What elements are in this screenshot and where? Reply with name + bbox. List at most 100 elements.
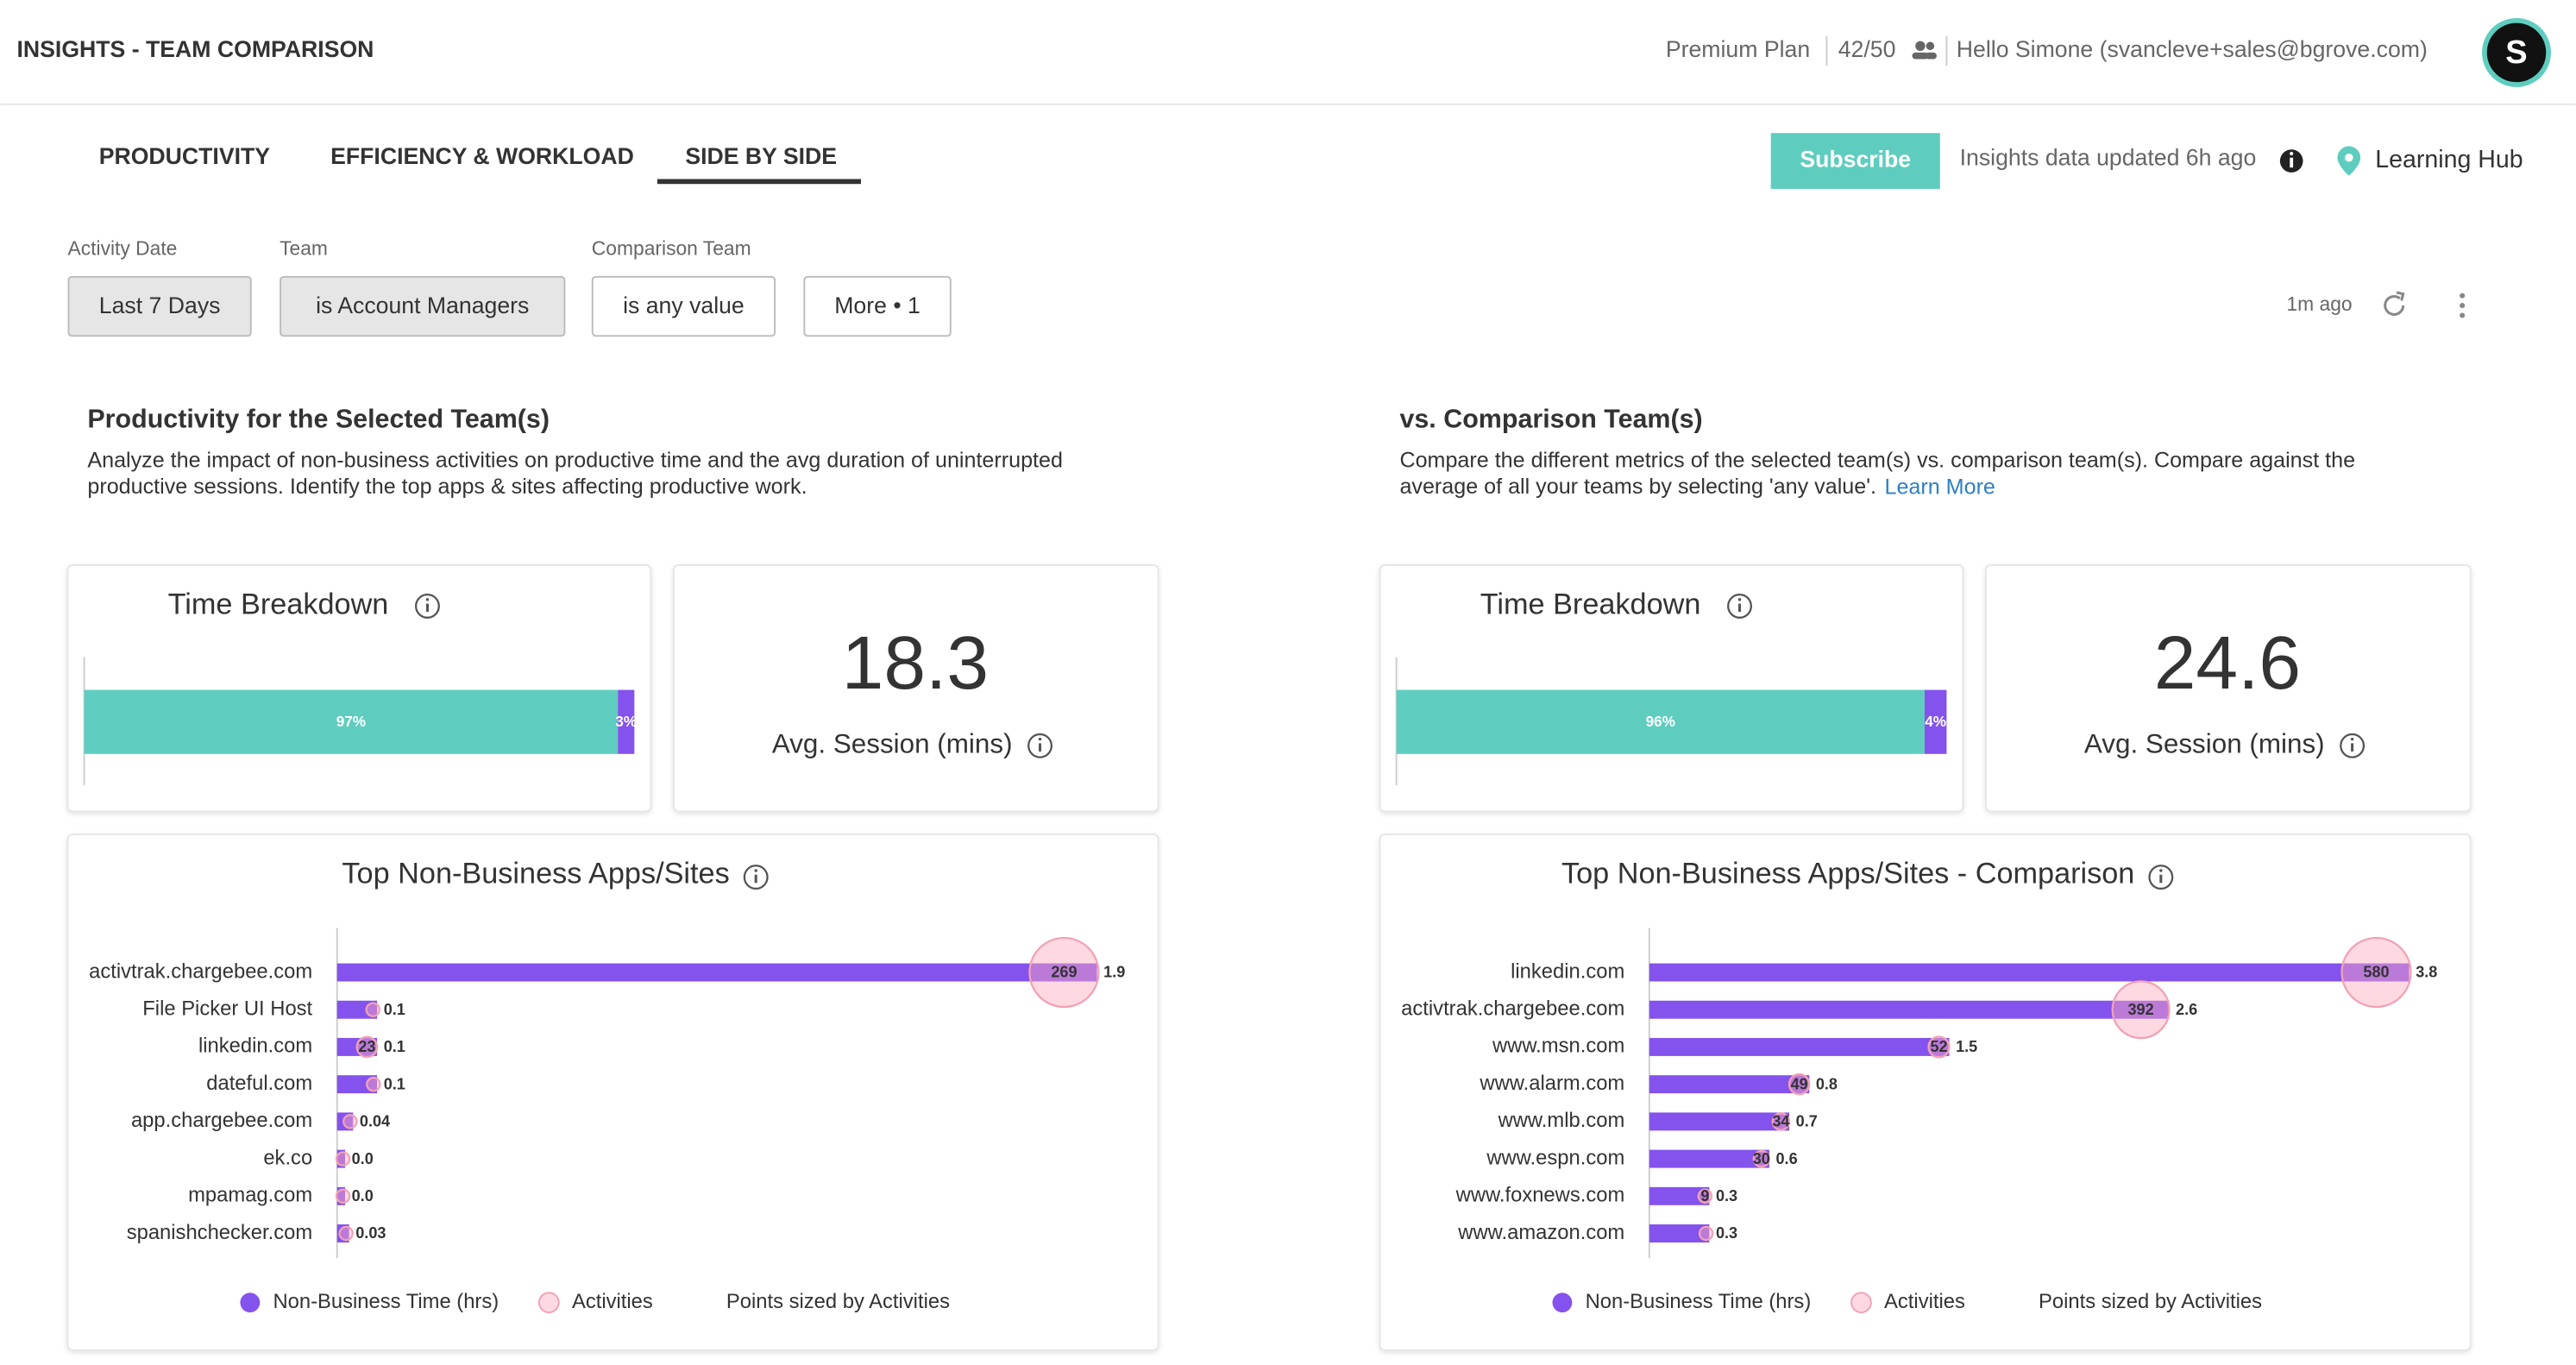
info-stem [1738,603,1742,613]
filter-value: is Account Managers [316,292,529,318]
info-ring [414,594,440,619]
bar [1649,1000,2170,1019]
value-label: 0.7 [1796,1113,1818,1130]
subscribe-label: Subscribe [1800,147,1911,173]
value-label: 0.1 [384,1001,405,1018]
value-label: 1.5 [1956,1038,1977,1055]
bar [336,963,1097,982]
value-label: 0.04 [360,1113,390,1130]
pin-icon [2337,146,2361,176]
bar [1649,1037,1950,1056]
activity-label: 49 [1791,1075,1808,1092]
card-title: Top Non-Business Apps/Sites [342,858,729,890]
info-icon[interactable] [2279,149,2303,173]
avg-session-value: 18.3 [842,620,989,705]
updated-note: Insights data updated 6h ago [1960,145,2257,171]
activity-bubble [365,1002,380,1017]
category-label: dateful.com [206,1072,312,1095]
info-icon[interactable] [1727,594,1752,619]
legend-swatch [1850,1292,1872,1314]
value-label: 0.0 [352,1187,374,1205]
filter-value: More • 1 [834,292,920,318]
filter-value: is any value [623,292,745,318]
info-ring [743,865,769,890]
category-label: linkedin.com [1511,959,1624,983]
category-label: www.foxnews.com [1455,1184,1625,1207]
info-stem [1039,743,1042,752]
tab-active[interactable]: SIDE BY SIDE [685,143,837,169]
bar [1649,963,2410,982]
info-stem [425,603,429,613]
refresh-icon[interactable] [2384,291,2405,316]
category-label: mpamag.com [188,1184,312,1207]
value-label: 0.1 [384,1075,405,1092]
info-stem [754,874,757,884]
bar [336,1075,378,1094]
activity-bubble [1752,1149,1771,1168]
value-label: 0.1 [384,1038,405,1055]
category-label: activtrak.chargebee.com [1401,997,1624,1021]
avatar[interactable] [2486,22,2547,83]
avg-session-value: 24.6 [2154,620,2301,705]
bar [1649,1224,1710,1242]
legend-swatch [1552,1293,1573,1313]
value-label: 0.0 [352,1150,374,1167]
activity-label: 52 [1930,1038,1947,1055]
subscribe-button[interactable] [1770,133,1940,189]
avg-session-label: Avg. Session (mins) [772,729,1013,759]
filter-button[interactable] [803,275,952,337]
value-label: 0.8 [1816,1075,1838,1092]
filter-button[interactable] [67,275,252,337]
activity-label: 392 [2127,1001,2153,1018]
activity-bubble [1787,1072,1811,1096]
info-icon[interactable] [1027,733,1053,758]
legend-note: Points sized by Activities [726,1290,950,1313]
category-label: spanishchecker.com [127,1221,312,1244]
section-description: Analyze the impact of non-business activ… [87,449,1063,473]
section-description: average of all your teams by selecting '… [1399,475,1995,499]
people-icon [1912,41,1937,60]
filter-button[interactable] [591,275,776,337]
menu-icon[interactable] [2460,292,2466,318]
bar [1649,1112,1790,1131]
info-icon[interactable] [2340,733,2366,758]
info-ring [2340,733,2366,758]
seats: 42/50 [1838,36,1896,62]
link[interactable]: Learn More [1885,475,1995,499]
tab[interactable]: EFFICIENCY & WORKLOAD [330,143,634,169]
activity-label: 23 [358,1038,375,1055]
category-label: activtrak.chargebee.com [89,959,312,983]
legend-label: Non-Business Time (hrs) [273,1290,499,1313]
info-icon[interactable] [2148,865,2174,890]
tab[interactable]: PRODUCTIVITY [99,143,271,169]
activity-bubble [1927,1035,1951,1059]
category-label: www.alarm.com [1479,1072,1624,1095]
segment-label: 96% [1646,713,1675,730]
time-segment [1396,689,1925,754]
category-label: www.espn.com [1486,1146,1624,1169]
section-description: Compare the different metrics of the sel… [1399,449,2355,473]
info-icon[interactable] [414,594,440,619]
value-label: 2.6 [2176,1001,2197,1018]
activity-label: 9 [1700,1187,1709,1205]
plan: Premium Plan [1666,36,1810,62]
card-title: Time Breakdown [1480,588,1701,621]
activity-label: 30 [1753,1150,1770,1167]
value-label: 0.3 [1716,1187,1737,1205]
info-icon[interactable] [743,865,769,890]
activity-bubble [1771,1112,1791,1131]
info-dot [425,598,430,601]
category-label: www.amazon.com [1457,1221,1624,1244]
filter-button[interactable] [280,275,566,337]
legend-label: Activities [1884,1290,1965,1313]
filter-value: Last 7 Days [99,292,221,318]
card-title: Time Breakdown [168,588,389,621]
activity-bubble [335,1188,351,1205]
info-stem [2159,874,2163,884]
info-dot [1737,598,1742,601]
bar [336,1112,354,1131]
greeting: Hello Simone (svancleve+sales@bgrove.com… [1957,36,2428,62]
legend-label: Activities [572,1290,653,1313]
learning-hub[interactable]: Learning Hub [2375,146,2523,173]
value-label: 0.6 [1776,1150,1798,1167]
